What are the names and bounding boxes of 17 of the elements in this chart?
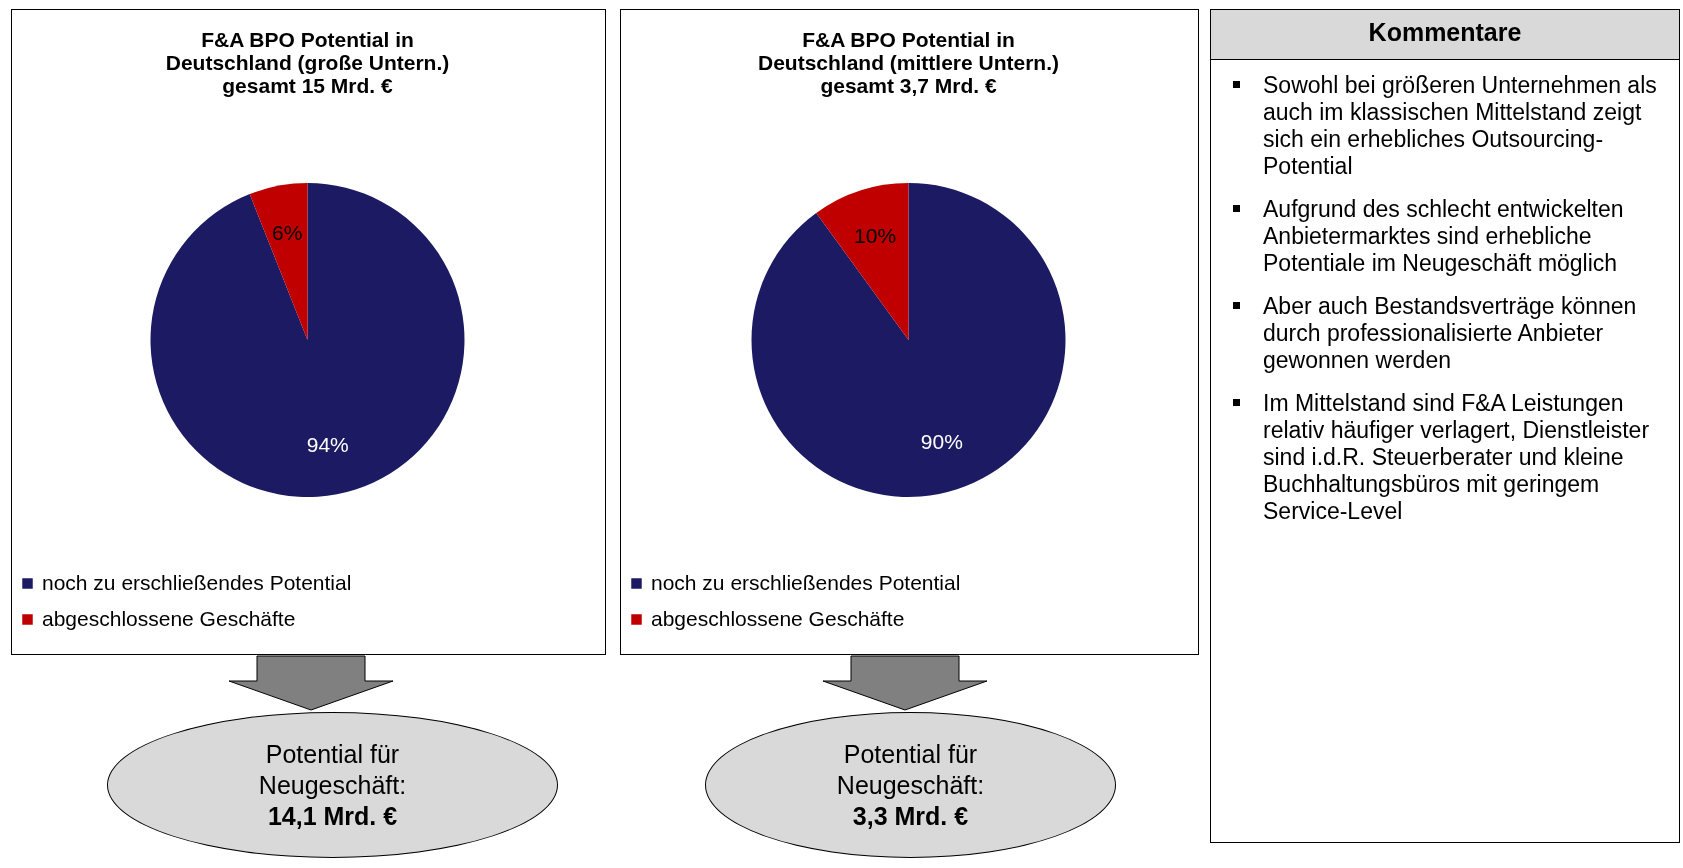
- oval-callout: Potential für Neugeschäft: 14,1 Mrd. €: [107, 712, 558, 858]
- text: Aber auch Bestandsverträge können durch professionalisierte Anbieter gewonnen werden: [1263, 293, 1669, 374]
- data-label: 90%: [920, 429, 963, 453]
- text: Sowohl bei größeren Unternehmen als auch im klassischen Mittelstand zeigt sich ein erhebliches Outsourcing-Potential: [1263, 72, 1669, 180]
- text: Kommentare: [1211, 10, 1679, 60]
- text: Aufgrund des schlecht entwickelten Anbietermarktes sind erhebliche Potentiale im Neugeschäft möglich: [1263, 196, 1669, 277]
- legend-label: abgeschlossene Geschäfte: [42, 606, 296, 630]
- data-label: 10%: [854, 224, 897, 248]
- chart-title: F&A BPO Potential in Deutschland (mittlere Untern.) gesamt 3,7 Mrd. €: [757, 28, 1060, 97]
- oval-callout: Potential für Neugeschäft: 3,3 Mrd. €: [705, 712, 1116, 858]
- data-label: 6%: [272, 220, 303, 244]
- chart-title: F&A BPO Potential in Deutschland (große Untern.) gesamt 15 Mrd. €: [165, 28, 450, 97]
- legend-label: abgeschlossene Geschäfte: [651, 606, 905, 630]
- text: Im Mittelstand sind F&A Leistungen relativ häufiger verlagert, Dienstleister sind i.d.R. Steuerberater und kleine Buchhaltungsbüros mit geringem Service-Level: [1263, 390, 1669, 525]
- legend-label: noch zu erschließendes Potential: [651, 570, 961, 594]
- legend-label: noch zu erschließendes Potential: [42, 570, 352, 594]
- data-label: 94%: [306, 433, 349, 457]
